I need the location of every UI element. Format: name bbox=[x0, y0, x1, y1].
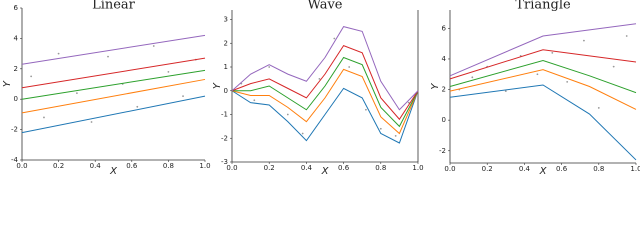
scatter-point bbox=[365, 108, 367, 111]
y-tick-label: -2 bbox=[439, 147, 446, 155]
scatter-point bbox=[167, 70, 170, 73]
y-tick-label: -2 bbox=[221, 134, 228, 142]
scatter-point bbox=[407, 101, 410, 104]
scatter-point bbox=[76, 92, 78, 95]
y-axis-label: Y bbox=[2, 80, 13, 87]
scatter-point bbox=[379, 127, 382, 130]
series-line bbox=[21, 57, 206, 89]
x-tick-label: 1.0 bbox=[630, 165, 640, 173]
scatter-point bbox=[30, 75, 33, 78]
series-line bbox=[232, 56, 419, 128]
series-line bbox=[231, 68, 419, 135]
x-axis-label: X bbox=[321, 166, 330, 176]
scatter-point bbox=[471, 76, 474, 79]
x-tick-label: 0.2 bbox=[482, 165, 493, 173]
series-line bbox=[21, 78, 206, 114]
x-tick-label: 0.8 bbox=[163, 162, 174, 170]
series-line bbox=[449, 23, 637, 77]
scatter-point bbox=[551, 51, 554, 54]
chart-title: Linear bbox=[92, 0, 136, 13]
scatter-point bbox=[504, 90, 507, 92]
x-axis-label: X bbox=[539, 166, 548, 176]
x-tick-label: 0.8 bbox=[593, 165, 604, 173]
x-tick-label: 0.0 bbox=[226, 164, 237, 172]
series-line bbox=[21, 95, 206, 134]
x-tick-label: 0.4 bbox=[301, 164, 313, 172]
scatter-point bbox=[583, 39, 585, 42]
x-tick-label: 0.4 bbox=[519, 165, 531, 173]
x-tick-label: 0.2 bbox=[264, 164, 275, 172]
x-tick-label: 0.6 bbox=[338, 164, 350, 172]
x-tick-label: 0.6 bbox=[126, 162, 138, 170]
series-line bbox=[449, 69, 637, 110]
scatter-point bbox=[625, 35, 628, 37]
y-tick-label: 0 bbox=[442, 116, 446, 124]
y-tick-label: 0 bbox=[14, 95, 18, 103]
series-line bbox=[21, 69, 206, 100]
y-tick-label: -4 bbox=[11, 156, 19, 164]
x-tick-label: 1.0 bbox=[412, 164, 423, 172]
scatter-point bbox=[57, 52, 60, 55]
y-tick-label: 2 bbox=[442, 86, 446, 94]
scatter-point bbox=[286, 113, 289, 116]
figure: Linear -4 -2 0 2 4 6 0.0 0.2 0.4 0.6 0.8 1.0 X Y Wave -3… bbox=[2, 0, 640, 176]
series-line bbox=[449, 49, 637, 80]
x-tick-label: 1.0 bbox=[199, 162, 210, 170]
chart-title: Triangle bbox=[515, 0, 571, 13]
scatter-point bbox=[536, 73, 539, 76]
series-line bbox=[231, 87, 419, 144]
x-axis-label: X bbox=[109, 166, 118, 176]
x-tick-label: 0.0 bbox=[16, 162, 27, 170]
y-tick-label: 3 bbox=[224, 16, 228, 24]
y-tick-label: 2 bbox=[14, 65, 18, 73]
series-line bbox=[449, 59, 637, 94]
y-tick-label: 4 bbox=[14, 34, 19, 42]
series-line bbox=[231, 26, 419, 111]
scatter-point bbox=[107, 55, 109, 58]
x-tick-label: 0.6 bbox=[556, 165, 568, 173]
scatter-point bbox=[348, 66, 351, 68]
y-tick-label: -1 bbox=[221, 111, 228, 119]
y-tick-label: 1 bbox=[224, 63, 228, 71]
scatter-point bbox=[43, 116, 45, 119]
x-tick-label: 0.4 bbox=[90, 162, 102, 170]
y-tick-label: -2 bbox=[11, 126, 18, 134]
scatter-point bbox=[90, 121, 93, 123]
series-line bbox=[231, 45, 419, 121]
chart-title: Wave bbox=[307, 0, 342, 13]
series-line bbox=[21, 34, 206, 65]
scatter-point bbox=[597, 107, 600, 109]
series-line bbox=[449, 84, 637, 161]
x-tick-label: 0.2 bbox=[53, 162, 64, 170]
scatter-point bbox=[612, 65, 615, 68]
y-tick-label: 4 bbox=[442, 55, 447, 63]
x-tick-label: 0.0 bbox=[444, 165, 455, 173]
y-tick-label: 6 bbox=[14, 4, 19, 12]
scatter-point bbox=[566, 81, 569, 83]
scatter-point bbox=[253, 99, 256, 102]
scatter-point bbox=[394, 134, 397, 137]
scatter-point bbox=[182, 95, 184, 98]
x-tick-label: 0.8 bbox=[375, 164, 386, 172]
y-axis-label: Y bbox=[430, 83, 441, 90]
y-axis-label: Y bbox=[212, 82, 223, 89]
y-tick-label: -3 bbox=[221, 158, 228, 166]
scatter-point bbox=[268, 66, 271, 68]
y-tick-label: 6 bbox=[442, 24, 447, 32]
scatter-point bbox=[301, 132, 304, 135]
scatter-point bbox=[333, 37, 336, 40]
y-tick-label: 0 bbox=[224, 87, 228, 95]
scatter-point bbox=[152, 45, 155, 47]
y-tick-label: 2 bbox=[224, 39, 228, 47]
scatter-point bbox=[136, 105, 139, 108]
scatter-point bbox=[318, 77, 321, 80]
